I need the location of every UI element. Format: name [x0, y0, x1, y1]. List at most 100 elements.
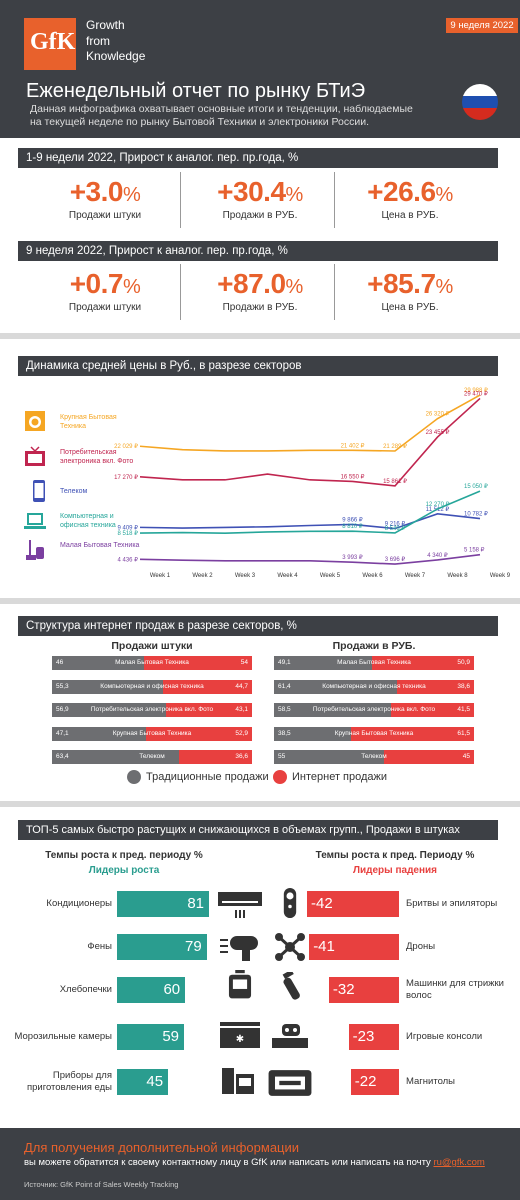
kpi-week-units: +0.7% Продажи штуки	[68, 268, 142, 313]
data-label: 15 861 ₽	[383, 478, 407, 485]
fall-category: Бритвы и эпиляторы	[406, 898, 498, 909]
data-label: 8 518 ₽	[118, 530, 139, 537]
email-link[interactable]: ru@gfk.com	[433, 1157, 485, 1168]
data-label: 12 270 ₽	[426, 501, 450, 508]
washing-machine-icon	[25, 411, 45, 431]
data-label: 10 782 ₽	[464, 511, 488, 518]
sector-name: Телеком	[361, 753, 387, 760]
internet-value: 54	[240, 659, 248, 666]
traditional-share	[274, 656, 373, 670]
growth-bar: 59	[117, 1024, 184, 1050]
growth-bar: 79	[117, 934, 207, 960]
vacuum-icon	[26, 540, 44, 560]
air-conditioner-icon	[218, 892, 262, 918]
internet-share	[384, 750, 474, 764]
series-line-1	[139, 397, 481, 487]
series-line-4	[139, 553, 481, 565]
header: GfK Growth from Knowledge 9 неделя 2022 Еж…	[0, 0, 520, 138]
bread-maker-icon	[228, 970, 252, 999]
internet-value: 43,1	[235, 706, 248, 713]
traditional-value: 55	[278, 753, 286, 760]
x-tick-label: Week 8	[447, 573, 468, 579]
internet-value: 38,6	[457, 682, 470, 690]
traditional-share	[274, 726, 351, 741]
legend-telecom: Телеком	[60, 488, 88, 495]
internet-share	[165, 703, 252, 717]
structure-row: Потребительская электроника вкл. Фото 58,…	[274, 703, 474, 717]
data-label: 26 320 ₽	[426, 411, 450, 418]
x-tick-label: Week 4	[277, 573, 298, 579]
structure-col-units: Продажи штуки	[111, 640, 193, 652]
traditional-share	[274, 750, 384, 764]
fall-bar: -22	[350, 1069, 399, 1095]
traditional-share	[274, 679, 397, 694]
price-title: Динамика средней цены в Руб., в разрезе …	[18, 356, 498, 376]
data-label: 9 409 ₽	[118, 524, 139, 531]
fall-bar: -23	[348, 1024, 399, 1050]
series-line-0	[139, 394, 481, 452]
traditional-share	[52, 750, 179, 764]
traditional-value: 55,3	[56, 682, 69, 690]
legend-trad-dot	[127, 770, 141, 784]
x-tick-label: Week 7	[405, 573, 426, 579]
footer-headline: Для получения дополнительной информации	[24, 1140, 300, 1155]
footer: Для получения дополнительной информации …	[0, 1128, 520, 1200]
car-radio-icon	[268, 1070, 312, 1096]
internet-value: 36,6	[235, 753, 248, 760]
data-label: 4 436 ₽	[118, 556, 139, 563]
x-tick-label: Week 5	[320, 573, 341, 579]
structure-row: Малая Бытовая Техника 46 54	[52, 656, 252, 670]
internet-share	[396, 679, 474, 694]
laptop-icon	[24, 513, 46, 529]
data-label: 29 470 ₽	[464, 390, 488, 397]
traditional-share	[52, 679, 163, 694]
week-badge: 9 неделя 2022	[446, 18, 518, 33]
growth-bar: 60	[117, 977, 186, 1003]
legend-inet-dot	[273, 770, 287, 784]
section-separator	[0, 598, 520, 604]
footer-text: вы можете обратится к своему контактному…	[24, 1157, 485, 1168]
traditional-value: 38,5	[278, 729, 291, 737]
internet-share	[372, 656, 474, 670]
fall-sub: Лидеры падения	[352, 865, 438, 876]
traditional-value: 61,4	[278, 682, 291, 690]
data-label: 23 455 ₽	[426, 429, 450, 436]
legend-trad-label: Традиционные продажи	[146, 771, 269, 783]
x-tick-label: Week 1	[150, 573, 171, 579]
data-label: 21 402 ₽	[341, 442, 365, 449]
data-label: 8 549 ₽	[385, 525, 406, 532]
sector-name: Компьютерная и офисная техника	[322, 682, 426, 690]
structure-row: Малая Бытовая Техника 49,1 50,9	[274, 656, 474, 670]
top5-title: ТОП-5 самых быстро растущих и снижающихс…	[18, 820, 498, 840]
fall-bar: -32	[328, 977, 399, 1003]
game-console-icon	[272, 1024, 308, 1048]
traditional-value: 58,5	[278, 706, 291, 713]
fall-category: Дроны	[406, 941, 436, 952]
traditional-share	[274, 703, 391, 717]
internet-value: 50,9	[457, 659, 470, 666]
growth-category: Кондиционеры	[46, 898, 112, 909]
legend-mbt: Крупная Бытовая Техника	[60, 414, 117, 430]
data-label: 3 993 ₽	[342, 554, 363, 561]
growth-category: Приборы для приготовления еды	[26, 1070, 112, 1093]
fall-category: Игровые консоли	[406, 1031, 483, 1042]
divider	[334, 172, 335, 228]
traditional-value: 49,1	[278, 659, 291, 666]
divider	[180, 172, 181, 228]
data-label: 9 216 ₽	[385, 521, 406, 528]
kpi-ytd-units: +3.0% Продажи штуки	[68, 176, 142, 221]
source-note: Источник: GfK Point of Sales Weekly Trac…	[24, 1180, 179, 1189]
structure-row: Компьютерная и офисная техника 61,4 38,6	[274, 679, 474, 694]
freezer-icon: ✱	[220, 1022, 260, 1048]
traditional-value: 46	[56, 659, 64, 666]
shaver-icon	[283, 888, 297, 918]
sector-name: Малая Бытовая Техника	[115, 659, 189, 666]
sector-name: Малая Бытовая Техника	[337, 659, 411, 666]
section-separator	[0, 801, 520, 807]
internet-value: 52,9	[235, 729, 248, 737]
divider	[180, 264, 181, 320]
hair-dryer-icon	[220, 936, 258, 961]
fall-category: Магнитолы	[406, 1076, 456, 1087]
structure-title: Структура интернет продаж в разрезе сект…	[18, 616, 498, 636]
page-subtitle: Данная инфографика охватывает основные и…	[30, 103, 413, 128]
